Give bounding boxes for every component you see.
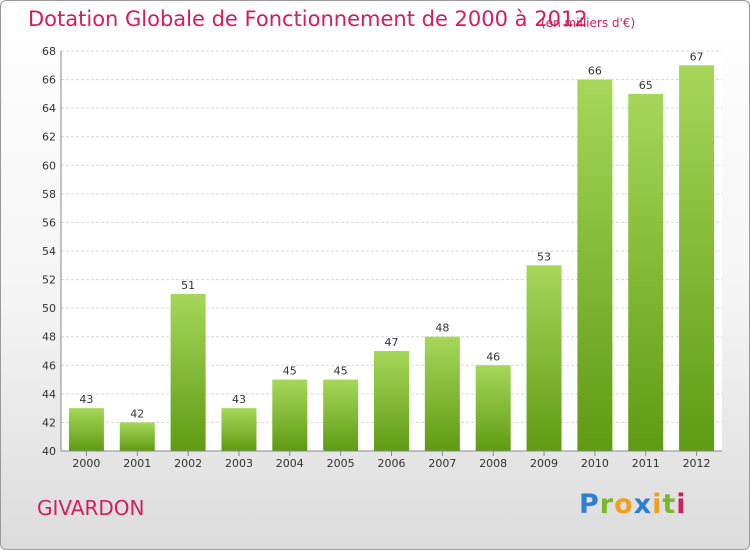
y-tick-label: 44 — [42, 388, 56, 401]
y-tick-label: 58 — [42, 188, 56, 201]
y-tick-label: 66 — [42, 74, 56, 87]
x-tick-label: 2010 — [581, 457, 609, 470]
logo-letter: t — [662, 489, 677, 520]
bar-value-label: 53 — [537, 250, 551, 263]
x-tick-label: 2001 — [123, 457, 151, 470]
bar-value-label: 42 — [130, 407, 144, 420]
logo-letter: i — [676, 489, 687, 520]
bar-value-label: 47 — [385, 336, 399, 349]
x-tick-label: 2000 — [72, 457, 100, 470]
proxiti-logo: Proxiti — [579, 489, 687, 520]
y-tick-label: 50 — [42, 302, 56, 315]
bar-value-label: 51 — [181, 279, 195, 292]
x-tick-label: 2006 — [378, 457, 406, 470]
bar — [119, 422, 155, 451]
chart-title: Dotation Globale de Fonctionnement de 20… — [28, 7, 588, 31]
bar — [679, 65, 715, 452]
y-tick-label: 60 — [42, 159, 56, 172]
x-tick-label: 2008 — [479, 457, 507, 470]
y-tick-label: 54 — [42, 245, 56, 258]
commune-name: GIVARDON — [37, 496, 145, 520]
bar — [577, 79, 613, 452]
y-tick-label: 42 — [42, 416, 56, 429]
logo-letter: P — [579, 489, 600, 520]
x-tick-label: 2009 — [530, 457, 558, 470]
y-tick-label: 40 — [42, 445, 56, 458]
x-tick-label: 2004 — [276, 457, 304, 470]
bar-value-label: 48 — [435, 322, 449, 335]
bar-value-label: 46 — [486, 350, 500, 363]
x-tick-label: 2007 — [428, 457, 456, 470]
y-tick-label: 46 — [42, 359, 56, 372]
x-tick-label: 2012 — [683, 457, 711, 470]
logo-letter: i — [652, 489, 663, 520]
y-tick-label: 52 — [42, 274, 56, 287]
y-tick-label: 68 — [42, 45, 56, 58]
x-tick-label: 2005 — [327, 457, 355, 470]
bar — [628, 93, 664, 451]
bar-value-label: 65 — [639, 79, 653, 92]
bar — [526, 265, 562, 451]
y-tick-label: 62 — [42, 131, 56, 144]
x-tick-label: 2002 — [174, 457, 202, 470]
bar-value-label: 66 — [588, 65, 602, 78]
bar — [272, 379, 308, 451]
y-tick-label: 64 — [42, 102, 56, 115]
y-tick-label: 56 — [42, 216, 56, 229]
bar — [323, 379, 359, 451]
logo-letter: o — [614, 489, 634, 520]
bar-value-label: 43 — [79, 393, 93, 406]
logo-letter: x — [633, 489, 653, 520]
bar — [374, 351, 409, 451]
bar — [68, 408, 104, 451]
bar-value-label: 45 — [283, 365, 297, 378]
y-tick-label: 48 — [42, 331, 56, 344]
unit-note: (en milliers d'€) — [541, 16, 636, 30]
logo-letter: r — [599, 489, 615, 520]
x-tick-label: 2003 — [225, 457, 253, 470]
x-tick-label: 2011 — [632, 457, 660, 470]
bar-value-label: 45 — [334, 365, 348, 378]
bar — [221, 408, 257, 451]
bar-value-label: 67 — [690, 50, 704, 63]
bar — [170, 293, 206, 451]
bar-value-label: 43 — [232, 393, 246, 406]
bar — [424, 336, 460, 451]
bar — [475, 365, 511, 451]
